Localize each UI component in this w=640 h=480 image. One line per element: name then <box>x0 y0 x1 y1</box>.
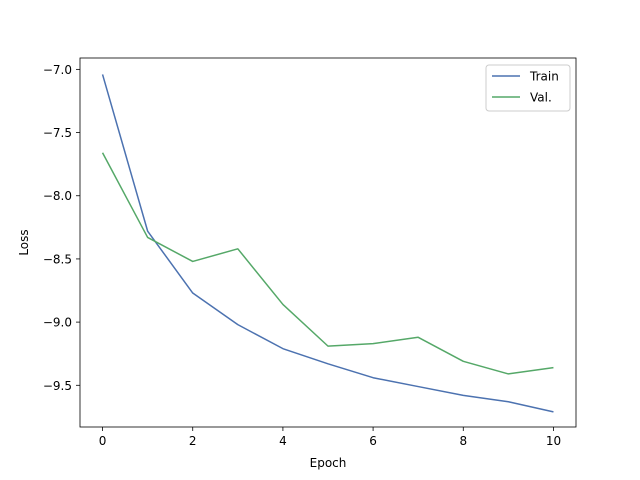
legend-label: Train <box>529 70 559 84</box>
series-line-val <box>101 152 554 375</box>
x-tick-label: 6 <box>369 434 377 448</box>
axes-frame <box>79 57 577 428</box>
x-tick-label: 0 <box>99 434 107 448</box>
y-tick-label: −8.5 <box>43 252 72 266</box>
y-axis-title: Loss <box>17 229 31 255</box>
plot-background <box>80 58 576 427</box>
y-tick-label: −9.5 <box>43 379 72 393</box>
legend: Train Val. <box>485 64 571 112</box>
x-tick-label: 8 <box>459 434 467 448</box>
series-layer <box>101 74 554 413</box>
plot-area <box>80 58 576 427</box>
series-line-train <box>101 74 554 413</box>
y-tick-label: −8.0 <box>43 189 72 203</box>
x-tick-label: 2 <box>189 434 197 448</box>
x-axis-title: Epoch <box>310 456 347 470</box>
y-tick-label: −9.0 <box>43 316 72 330</box>
y-tick-label: −7.0 <box>43 63 72 77</box>
x-tick-label: 10 <box>546 434 561 448</box>
axes-layer: 0 2 4 6 8 10 −7.0 −7.5 −8.0 −8.5 −9.0 −9.5 <box>43 57 577 448</box>
x-tick-label: 4 <box>279 434 287 448</box>
legend-label: Val. <box>530 91 552 105</box>
y-tick-label: −7.5 <box>43 126 72 140</box>
